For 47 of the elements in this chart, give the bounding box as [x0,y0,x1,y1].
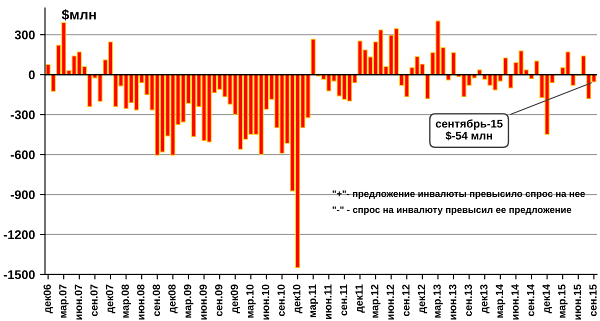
x-tick-label: мар.07 [59,284,69,318]
x-tick-label: мар.14 [496,284,506,318]
x-tick-label: июн.13 [448,284,456,320]
x-tick-label: дек14 [542,284,552,314]
x-tick-label: мар.08 [122,284,131,318]
x-tick-label: сен.10 [277,284,285,316]
x-tick-label: июн.10 [262,284,270,320]
x-tick-label: дек06 [44,284,53,314]
y-tick-label: -1200 [4,230,35,240]
x-tick-label: мар.11 [308,284,318,318]
x-tick-label: мар.13 [433,284,443,318]
y-tick-label: -600 [10,150,35,160]
x-tick-label: июн.11 [324,284,332,319]
x-tick-label: июн.07 [74,284,82,320]
y-tick-label: -300 [10,110,35,120]
x-tick-label: июн.14 [511,284,519,320]
annotation: "-" - спрос на инвалюту превысил ее предложение [332,206,572,215]
x-tick-label: дек07 [106,284,116,314]
x-tick-label: сен.08 [152,284,160,316]
x-tick-label: сен.14 [527,284,534,316]
x-tick-label: сен.11 [340,284,348,316]
x-tick-label: дек09 [230,284,240,314]
y-tick-label: -1500 [4,270,35,280]
x-tick-label: мар.15 [558,284,568,318]
x-tick-label: июн.09 [199,284,207,320]
y-tick-label: 300 [14,30,35,40]
annotation: "+"- предложение инвалюты превысило спрос на нее [332,190,585,199]
x-tick-label: дек11 [356,284,365,313]
annotation: сентябрь-15 $-54 млн [436,119,503,140]
x-tick-label: сен.12 [402,284,410,316]
x-tick-label: дек08 [168,284,178,314]
x-tick-label: июн.12 [386,284,394,320]
x-tick-label: июн.08 [137,284,144,320]
x-tick-label: дек10 [293,284,302,314]
x-tick-label: сен.15 [589,284,597,316]
y-axis-title: $млн [62,9,96,20]
x-tick-label: сен.09 [215,284,222,316]
x-tick-label: июн.15 [574,284,582,320]
x-tick-label: дек12 [418,284,428,314]
x-tick-label: мар.10 [246,284,256,318]
y-tick-label: 0 [28,70,35,80]
y-tick-label: -900 [10,190,35,200]
x-tick-label: дек13 [480,284,490,314]
x-tick-label: мар.09 [184,284,194,318]
x-tick-label: сен.07 [90,284,98,316]
x-tick-label: сен.13 [464,284,472,316]
x-tick-label: мар.12 [370,284,380,318]
